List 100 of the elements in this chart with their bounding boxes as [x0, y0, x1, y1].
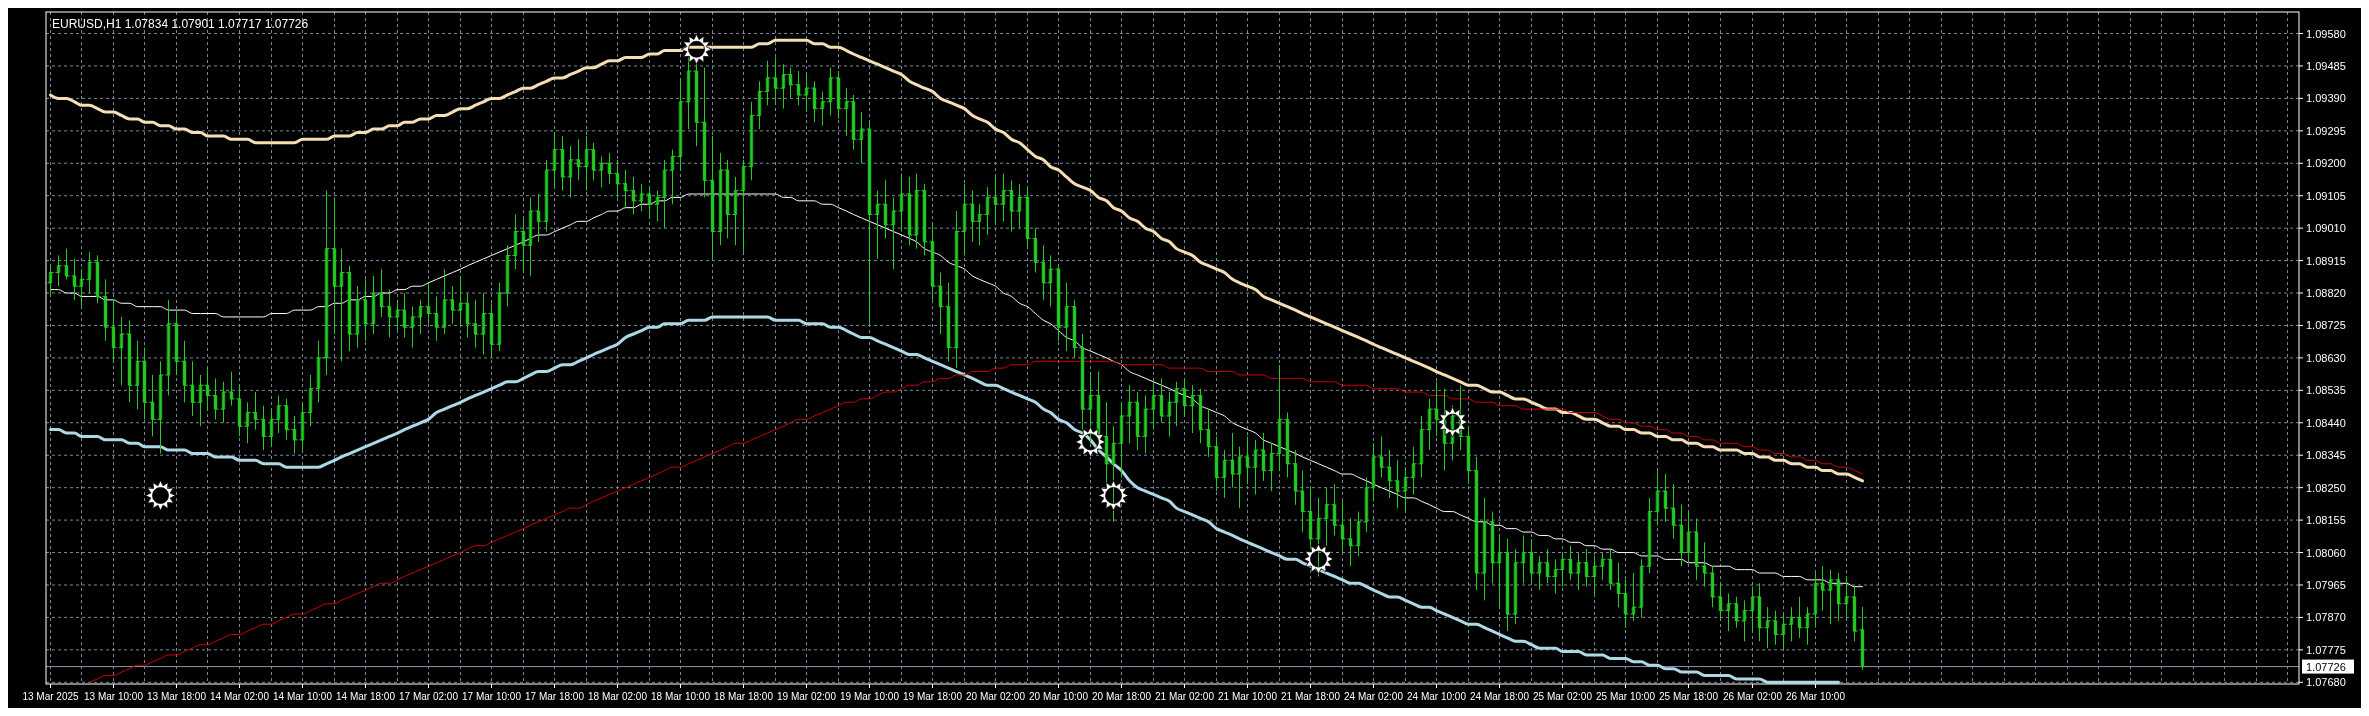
candlestick [614, 159, 621, 198]
candlestick [1347, 517, 1354, 567]
point [1098, 480, 1129, 511]
candlestick [1654, 470, 1661, 526]
candlestick [1150, 381, 1157, 431]
candlestick [1386, 449, 1393, 499]
candlestick [480, 292, 487, 355]
candlestick [622, 169, 629, 209]
candlestick [252, 391, 259, 431]
candlestick [732, 176, 739, 246]
y-tick-label: 1.07965 [2306, 578, 2346, 591]
candlestick [370, 275, 377, 335]
x-tick-label: 24 Mar 18:00 [1470, 691, 1530, 702]
candlestick [803, 73, 810, 113]
candlestick [669, 149, 676, 205]
candlestick [898, 173, 905, 233]
line-series [89, 360, 1863, 683]
candlestick [1402, 466, 1409, 513]
candlestick [598, 155, 605, 188]
candlestick [472, 299, 479, 349]
x-tick-label: 25 Mar 18:00 [1659, 691, 1719, 702]
candlestick [1804, 606, 1811, 646]
candlestick [378, 268, 385, 318]
candlestick [1670, 483, 1677, 540]
candlestick [149, 374, 156, 437]
x-tick-label: 14 Mar 18:00 [336, 691, 396, 702]
x-tick-label: 21 Mar 02:00 [1155, 691, 1215, 702]
candlestick [244, 401, 251, 444]
candlestick [1142, 394, 1149, 455]
candlestick [1244, 435, 1251, 485]
candlestick [551, 132, 558, 188]
candlestick [1725, 593, 1732, 632]
candlestick [1339, 500, 1346, 554]
candlestick [1701, 541, 1708, 588]
candlestick [866, 121, 873, 325]
x-tick-label: 14 Mar 02:00 [210, 691, 270, 702]
candlestick [1780, 613, 1787, 649]
candlestick [441, 268, 448, 335]
candlestick [1481, 497, 1488, 601]
candlestick [937, 272, 944, 335]
point [1303, 543, 1334, 575]
candlestick [882, 179, 889, 239]
point [681, 33, 712, 65]
candlestick [1843, 575, 1850, 618]
candlestick [1662, 473, 1669, 523]
candlestick [1205, 408, 1212, 458]
line-series [50, 193, 1863, 588]
candlestick [1158, 377, 1165, 424]
candlestick [992, 176, 999, 226]
candlestick [307, 374, 314, 427]
y-tick-label: 1.09295 [2306, 124, 2346, 137]
candlestick [1063, 282, 1070, 352]
candlestick [354, 285, 361, 349]
line-series [49, 315, 1840, 684]
y-tick-label: 1.08535 [2306, 384, 2346, 397]
point [1075, 426, 1106, 458]
line-series [49, 38, 1864, 483]
x-tick-label: 19 Mar 10:00 [840, 691, 900, 702]
candlestick [961, 183, 968, 256]
candlestick [756, 80, 763, 130]
candlestick [1544, 548, 1551, 584]
y-tick-label: 1.08250 [2306, 481, 2346, 494]
y-tick-label: 1.07680 [2306, 676, 2346, 689]
candlestick [1252, 439, 1259, 495]
x-tick-label: 26 Mar 02:00 [1723, 691, 1783, 702]
candlestick [260, 405, 267, 451]
ref-line-label: 1.07726 [2306, 660, 2346, 673]
candlestick [795, 70, 802, 106]
x-tick-label: 18 Mar 10:00 [651, 691, 711, 702]
candlestick [874, 190, 881, 260]
candlestick [945, 282, 952, 362]
candlestick [425, 282, 432, 325]
x-tick-label: 20 Mar 18:00 [1092, 691, 1152, 702]
y-tick-label: 1.08630 [2306, 351, 2346, 364]
y-tick-label: 1.08820 [2306, 287, 2346, 300]
candlestick [1307, 487, 1314, 550]
candlestick [764, 60, 771, 106]
candlestick [228, 371, 235, 407]
candlestick [1189, 384, 1196, 434]
candlestick [386, 289, 393, 338]
candlestick [1599, 552, 1606, 581]
candlestick [165, 299, 172, 396]
candlestick [1788, 606, 1795, 642]
candlestick [630, 176, 637, 215]
x-tick-label: 24 Mar 02:00 [1344, 691, 1404, 702]
candlestick [1032, 227, 1039, 274]
x-tick-label: 13 Mar 10:00 [84, 691, 144, 702]
candlestick [1394, 459, 1401, 509]
candlestick [181, 340, 188, 403]
x-tick-label: 17 Mar 10:00 [462, 691, 522, 702]
candlestick [1528, 538, 1535, 584]
candlestick [575, 138, 582, 181]
y-tick-label: 1.09580 [2306, 27, 2346, 40]
x-tick-label: 19 Mar 02:00 [777, 691, 837, 702]
candlestick [984, 186, 991, 236]
candlestick [638, 183, 645, 212]
candlestick [110, 299, 117, 362]
candlestick [189, 360, 196, 417]
x-tick-label: 20 Mar 02:00 [966, 691, 1026, 702]
candlestick [1276, 364, 1283, 472]
